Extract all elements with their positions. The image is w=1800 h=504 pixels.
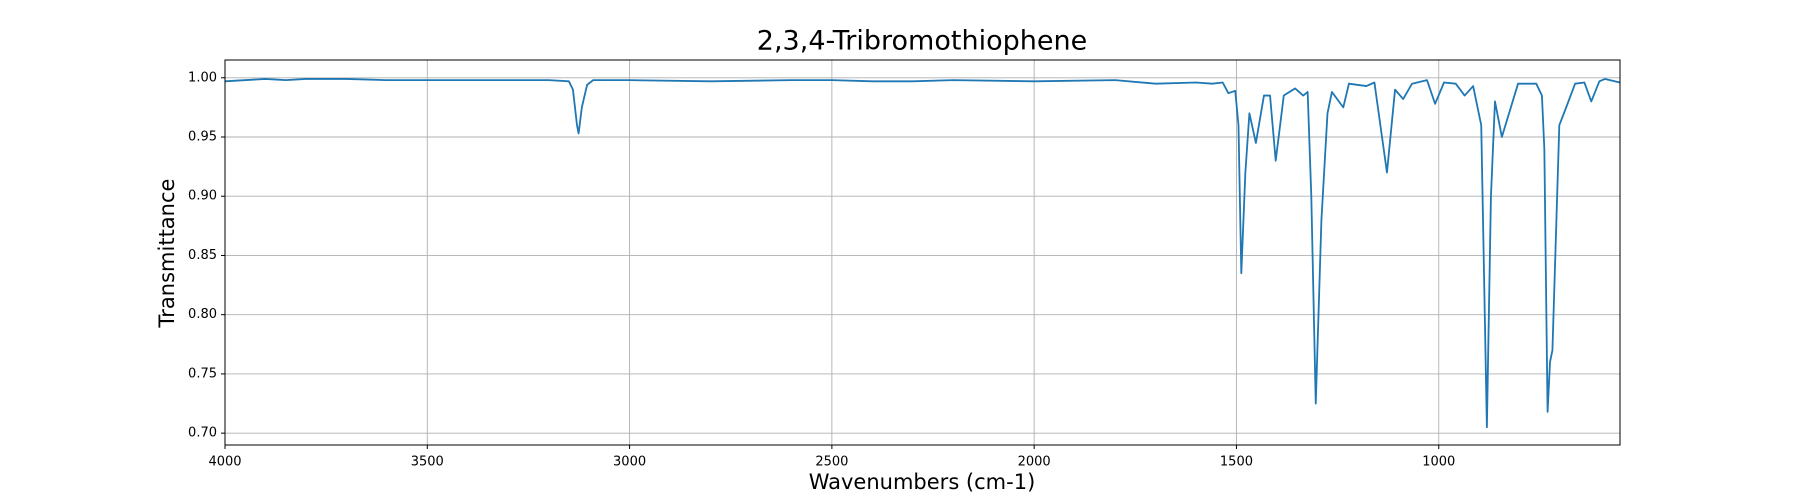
y-tick-label: 0.95: [188, 130, 217, 145]
y-axis-label: Transmittance: [155, 179, 179, 329]
y-tick-label: 0.75: [188, 366, 217, 381]
x-tick-label: 3500: [411, 455, 444, 470]
y-tick-label: 0.70: [188, 426, 217, 441]
x-tick-label: 1500: [1220, 455, 1253, 470]
spectrum-line: [224, 78, 1621, 429]
plot-frame: [224, 59, 1621, 446]
y-tick-label: 0.90: [188, 189, 217, 204]
x-tick-label: 4000: [208, 455, 241, 470]
y-tick-label: 1.00: [188, 70, 217, 85]
y-tick-label: 0.85: [188, 248, 217, 263]
chart-title: 2,3,4-Tribromothiophene: [757, 26, 1087, 57]
x-tick-label: 1000: [1422, 455, 1455, 470]
x-tick-label: 2000: [1018, 455, 1051, 470]
y-tick-label: 0.80: [188, 307, 217, 322]
x-tick-label: 2500: [815, 455, 848, 470]
x-tick-label: 3000: [613, 455, 646, 470]
x-axis-label: Wavenumbers (cm-1): [809, 470, 1036, 494]
